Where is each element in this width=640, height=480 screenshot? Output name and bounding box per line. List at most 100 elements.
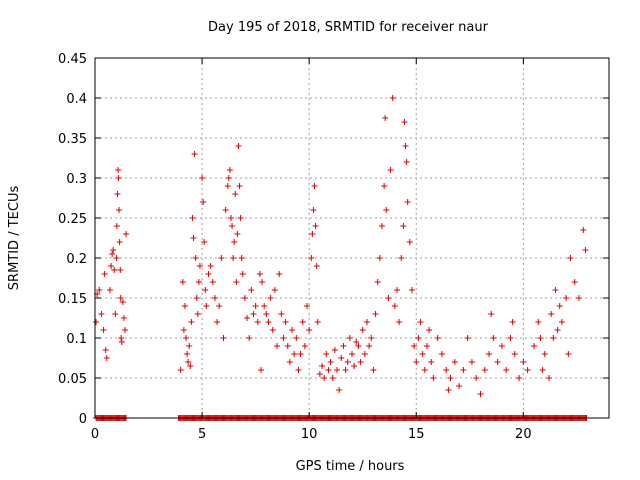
y-tick-label: 0.3 — [66, 172, 87, 187]
data-point — [372, 311, 379, 317]
data-point — [306, 327, 313, 333]
data-point — [460, 367, 467, 373]
data-point — [546, 375, 553, 381]
data-point — [396, 319, 403, 325]
data-point — [261, 303, 268, 309]
data-point — [211, 295, 218, 301]
data-point — [408, 287, 415, 293]
data-point — [363, 319, 370, 325]
y-axis-label: SRMTID / TECUs — [7, 186, 22, 291]
data-point — [118, 339, 125, 345]
data-point — [331, 347, 338, 353]
data-point — [119, 299, 126, 305]
data-point — [225, 175, 232, 181]
data-point — [248, 287, 255, 293]
data-point — [381, 183, 388, 189]
data-point — [113, 223, 120, 229]
data-point — [423, 343, 430, 349]
data-point — [428, 359, 435, 365]
data-point — [325, 367, 332, 373]
data-point — [319, 363, 326, 369]
data-point — [282, 319, 289, 325]
data-point — [109, 251, 116, 257]
data-point — [361, 351, 368, 357]
data-point — [241, 295, 248, 301]
data-point — [468, 359, 475, 365]
data-point — [93, 319, 100, 325]
data-point — [316, 371, 323, 377]
data-point — [370, 367, 377, 373]
y-tick-label: 0.1 — [66, 332, 87, 347]
data-point — [430, 375, 437, 381]
data-point — [193, 295, 200, 301]
data-point — [565, 351, 572, 357]
data-point — [231, 239, 238, 245]
data-point — [113, 255, 120, 261]
data-point — [111, 267, 118, 273]
data-point — [187, 363, 194, 369]
data-point — [194, 311, 201, 317]
data-point — [297, 351, 304, 357]
y-tick-label: 0.45 — [58, 52, 87, 67]
data-point — [494, 359, 501, 365]
data-point — [207, 263, 214, 269]
data-point — [117, 295, 124, 301]
data-point — [340, 343, 347, 349]
data-point — [191, 151, 198, 157]
data-point — [351, 363, 358, 369]
data-point — [286, 359, 293, 365]
data-point — [473, 375, 480, 381]
data-point — [576, 295, 583, 301]
y-tick-label: 0.15 — [58, 292, 87, 307]
data-point — [537, 335, 544, 341]
data-point — [321, 375, 328, 381]
data-point — [269, 327, 276, 333]
data-point — [267, 295, 274, 301]
data-point — [403, 159, 410, 165]
data-point — [445, 387, 452, 393]
data-point — [359, 327, 366, 333]
data-point — [216, 303, 223, 309]
data-point — [209, 279, 216, 285]
data-point — [235, 143, 242, 149]
y-tick-label: 0.35 — [58, 132, 87, 147]
data-point — [276, 271, 283, 277]
data-point — [531, 343, 538, 349]
data-point — [123, 231, 130, 237]
data-point — [108, 263, 115, 269]
data-point — [567, 255, 574, 261]
data-point — [554, 327, 561, 333]
data-point — [229, 223, 236, 229]
data-point — [203, 303, 210, 309]
data-point — [520, 359, 527, 365]
data-point — [120, 315, 127, 321]
data-point — [539, 367, 546, 373]
data-point — [323, 351, 330, 357]
data-point — [239, 271, 246, 277]
data-point — [121, 327, 128, 333]
data-point — [115, 167, 122, 173]
data-point — [115, 207, 122, 213]
data-point — [202, 287, 209, 293]
data-point — [383, 207, 390, 213]
data-point — [227, 215, 234, 221]
data-point — [451, 359, 458, 365]
data-point — [393, 287, 400, 293]
data-point — [447, 375, 454, 381]
data-point — [183, 335, 190, 341]
data-point — [413, 359, 420, 365]
data-point — [426, 327, 433, 333]
data-point — [102, 347, 109, 353]
data-point — [192, 255, 199, 261]
data-point — [180, 327, 187, 333]
data-point — [274, 343, 281, 349]
data-point — [291, 351, 298, 357]
data-point — [188, 319, 195, 325]
data-point — [177, 367, 184, 373]
data-point — [357, 359, 364, 365]
data-point — [233, 279, 240, 285]
data-point — [103, 355, 110, 361]
data-point — [443, 367, 450, 373]
data-point — [114, 191, 121, 197]
